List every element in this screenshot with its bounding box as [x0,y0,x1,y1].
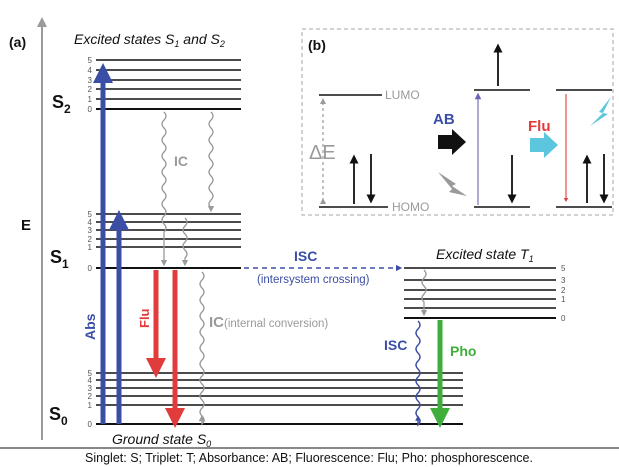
svg-text:1: 1 [88,401,93,410]
internal-conversion-arrows [160,111,215,426]
svg-text:0: 0 [88,264,93,273]
svg-text:2: 2 [88,85,93,94]
ground-state-title: Ground state S0 [112,431,211,449]
ic-label-lower: IC(internal conversion) [209,314,328,331]
svg-text:2: 2 [88,235,93,244]
svg-text:0: 0 [561,314,566,323]
delta-e-label: ΔE [309,142,336,164]
s0-label: S0 [49,404,68,428]
isc-arrow-vertical [415,320,421,427]
isc-subtitle: (intersystem crossing) [257,274,370,286]
excited-states-title: Excited states S1 and S2 [74,31,225,49]
emitted-light-bolt [590,97,611,126]
svg-text:3: 3 [88,384,93,393]
s0-levels [96,372,463,425]
flu-label: Flu [137,308,152,328]
ab-label: AB [433,111,455,128]
panel-a-label: (a) [9,34,26,50]
s2-levels [96,59,241,110]
svg-text:2: 2 [561,286,566,295]
isc-label: ISC [294,248,317,264]
svg-text:0: 0 [88,105,93,114]
caption: Singlet: S; Triplet: T; Absorbance: AB; … [85,451,533,465]
svg-text:0: 0 [88,420,93,429]
s2-label: S2 [52,92,71,116]
energy-axis-label: E [21,217,31,234]
svg-text:4: 4 [88,218,93,227]
lumo-label: LUMO [385,88,420,102]
svg-text:5: 5 [88,210,93,219]
svg-text:4: 4 [88,376,93,385]
abs-label: Abs [82,313,98,340]
incoming-light-bolt-left [438,172,467,196]
pho-label: Pho [450,343,476,359]
svg-text:1: 1 [88,243,93,252]
svg-text:3: 3 [561,276,566,285]
svg-text:1: 1 [88,95,93,104]
t1-level-numbers: 5 321 0 [561,264,566,323]
flu-process-arrow [530,132,558,158]
svg-text:3: 3 [88,76,93,85]
svg-text:2: 2 [88,392,93,401]
svg-text:5: 5 [88,369,93,378]
s1-label: S1 [50,247,69,271]
svg-text:5: 5 [88,56,93,65]
ic-label-upper: IC [174,153,188,169]
svg-text:5: 5 [561,264,566,273]
svg-text:3: 3 [88,226,93,235]
ab-process-arrow [438,129,466,155]
t1-levels [404,267,556,319]
svg-text:4: 4 [88,66,93,75]
triplet-title: Excited state T1 [436,246,534,264]
svg-text:1: 1 [561,295,566,304]
homo-label: HOMO [392,200,429,214]
isc-label-vertical: ISC [384,337,407,353]
triplet-ic-wiggle [420,269,428,317]
flu-label-b: Flu [528,118,551,135]
panel-b-label: (b) [308,37,326,53]
